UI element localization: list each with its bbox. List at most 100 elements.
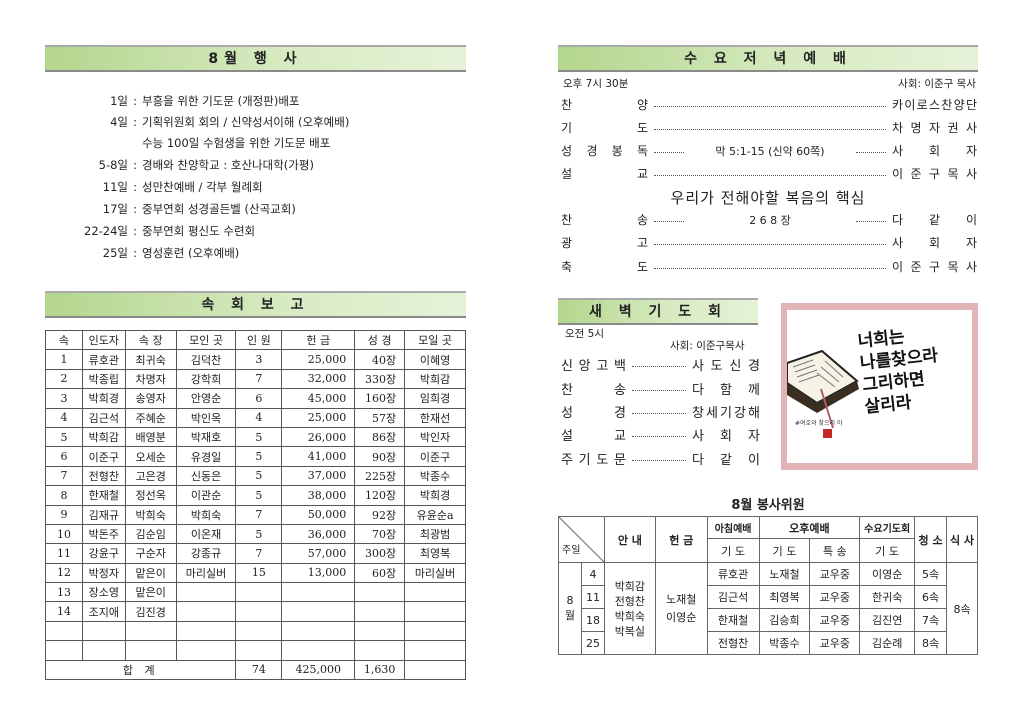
order-item: 성경봉독 막 5:1-15 (신약 60쪽) 사회자: [561, 142, 977, 159]
event-colon: :: [133, 158, 137, 172]
table-cell: [175, 640, 237, 661]
event-colon: :: [133, 180, 137, 194]
table-cell: 박희숙: [124, 504, 177, 525]
event-date: 5-8일: [98, 158, 128, 172]
total-people: 74: [235, 659, 283, 681]
table-cell: 7: [235, 368, 283, 390]
table-cell: 이관순: [175, 485, 237, 506]
cell-report-header: 속 회 보 고: [45, 291, 466, 318]
order-detail: 2 6 8 장: [749, 213, 791, 227]
order-value: 다함께: [692, 383, 777, 398]
event-item: 5-8일: 경배와 찬양학교 : 호산나대학(가평): [38, 157, 314, 173]
order-label: 신앙고백: [561, 359, 632, 374]
service-special: 교우중: [809, 585, 861, 609]
table-cell: 37,000: [281, 465, 356, 487]
table-cell: 70장: [354, 523, 406, 545]
table-cell: 15: [235, 562, 283, 584]
cell-report-title: 속 회 보 고: [201, 297, 310, 313]
wednesday-host: 사회: 이준구 목사: [898, 78, 976, 90]
table-cell: 5: [235, 485, 283, 506]
table-cell: 강학희: [175, 368, 237, 390]
table-cell: [81, 640, 126, 661]
table-row: 13 장소영 맡은이: [45, 582, 466, 603]
table-cell: [354, 620, 406, 642]
table-row: 2 박종립 차명자 강학희 7 32,000 330장 박희감: [45, 368, 466, 390]
event-date: 1일: [110, 94, 128, 108]
service-title: 8월 봉사위원: [731, 498, 805, 513]
header-offering: 헌 금: [654, 516, 708, 563]
leader-dots: [654, 175, 886, 176]
table-cell: 60장: [354, 562, 406, 584]
table-row: 7 전형찬 고은경 신동은 5 37,000 225장 박종수: [45, 465, 466, 487]
dawn-time: 오전 5시: [565, 328, 604, 340]
event-item: 1일: 부흥을 위한 기도문 (개정판)배포: [38, 93, 299, 109]
order-value: 다같이: [892, 213, 1003, 227]
service-wednesday: 한귀숙: [859, 585, 916, 609]
table-cell: [354, 582, 406, 603]
leader-dots: [654, 129, 886, 130]
table-cell: 38,000: [281, 485, 356, 506]
table-cell: 40장: [354, 349, 406, 370]
table-cell: 장소영: [81, 582, 126, 603]
bible-icon: [787, 349, 859, 429]
guide-name: 박희감: [614, 579, 646, 593]
table-cell: 박희감: [404, 368, 466, 390]
order-value: 창세기강해: [692, 406, 763, 421]
table-row: 1 류호관 최귀숙 김덕찬 3 25,000 40장 이혜영: [45, 349, 466, 370]
order-value: 카이로스찬양단: [892, 98, 979, 112]
order-item: 신앙고백 사도신경: [561, 355, 760, 374]
service-special: 교우중: [809, 631, 861, 655]
table-cell: 정선옥: [124, 485, 177, 506]
table-cell: 이혜영: [404, 349, 466, 370]
table-cell: [235, 582, 283, 603]
header-morning: 아침예배: [706, 516, 760, 539]
table-cell: 김덕찬: [175, 349, 237, 370]
event-text: 기획위원회 회의 / 신약성서이해 (오후예배): [142, 115, 350, 129]
event-colon: :: [133, 224, 137, 238]
event-item: 11일: 성만찬예배 / 각부 월례회: [38, 179, 263, 195]
week-day: 4: [580, 562, 605, 586]
table-cell: 41,000: [281, 446, 356, 467]
table-cell: 5: [235, 465, 283, 487]
diagonal-line: [559, 517, 605, 563]
order-value: 사회자: [892, 236, 1003, 250]
dawn-host: 사회: 이준구목사: [670, 340, 745, 352]
header-wednesday-prayer: 기 도: [859, 538, 916, 563]
table-cell: 박희숙: [175, 504, 237, 525]
table-cell: 최귀숙: [124, 349, 177, 370]
table-cell: 330장: [354, 368, 406, 390]
event-date: 11일: [102, 180, 128, 194]
event-item: 수능 100일 수험생을 위한 기도문 배포: [38, 135, 330, 151]
table-cell: 한재철: [81, 485, 126, 506]
table-row: [45, 620, 466, 642]
table-cell: 3: [45, 388, 83, 409]
week-day: 11: [580, 585, 605, 609]
column-header: 성 경: [354, 329, 406, 351]
table-cell: 김진경: [124, 601, 177, 622]
header-meal: 식 사: [946, 516, 978, 563]
order-item: 축도 이준구목사: [561, 258, 977, 275]
week-day: 18: [580, 608, 605, 632]
table-cell: 맡은이: [124, 582, 177, 603]
order-item: 찬송 다함께: [561, 379, 760, 398]
table-cell: 박희경: [81, 388, 126, 409]
table-cell: 12: [45, 562, 83, 584]
order-label: 설교: [561, 429, 668, 444]
event-text: 수능 100일 수험생을 위한 기도문 배포: [142, 136, 331, 150]
order-label: 기도: [561, 121, 713, 135]
event-date: 4일: [110, 115, 128, 129]
order-detail: 막 5:1-15 (신약 60쪽): [715, 144, 825, 158]
service-special: 교우중: [809, 608, 861, 632]
table-cell: 5: [235, 446, 283, 467]
event-colon: :: [133, 115, 137, 129]
events-title: 8월 행 사: [208, 51, 303, 67]
table-cell: 120장: [354, 485, 406, 506]
table-row: 3 박희경 송영자 안영순 6 45,000 160장 임희경: [45, 388, 466, 409]
event-date: 25일: [102, 246, 128, 260]
table-cell: 박재호: [175, 426, 237, 448]
seal-stamp: [823, 429, 832, 438]
event-colon: :: [133, 246, 137, 260]
table-cell: 안영순: [175, 388, 237, 409]
service-afternoon-prayer: 김승희: [758, 608, 811, 632]
guide-name: 전형찬: [614, 594, 646, 608]
